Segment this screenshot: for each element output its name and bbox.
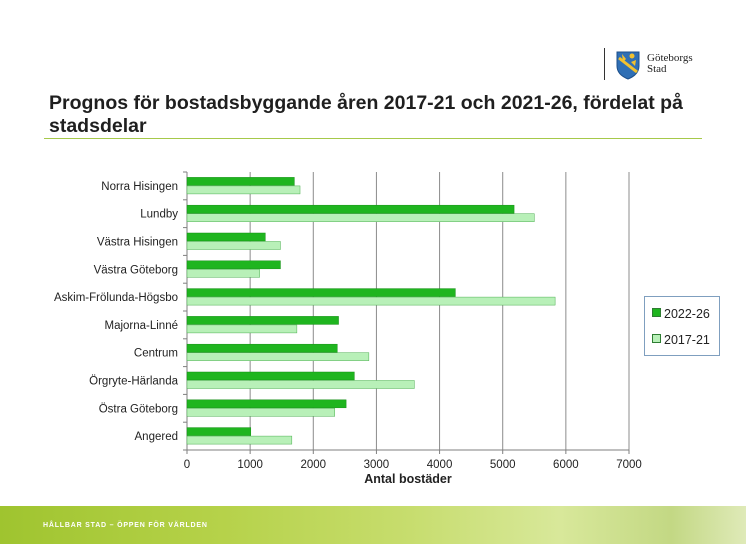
category-label: Angered [135, 431, 178, 443]
x-tick-label: 6000 [553, 459, 579, 471]
legend-swatch-2017-21 [652, 334, 661, 343]
footer-tagline: HÅLLBAR STAD – ÖPPEN FÖR VÄRLDEN [43, 522, 208, 529]
bar-2017-21-Västra Hisingen [186, 241, 281, 250]
bar-2022-26-Askim-Frölunda-Högsbo [186, 288, 456, 297]
brand-name-line2: Stad [647, 63, 667, 75]
bar-2017-21-Norra Hisingen [186, 185, 301, 195]
bar-chart: Norra Hisingen Lundby Västra Hisingen Västr… [54, 171, 642, 486]
legend-label-2022-26: 2022-26 [664, 307, 710, 321]
legend-label-2017-21: 2017-21 [664, 333, 710, 347]
bar-2022-26-Angered [186, 427, 252, 436]
category-label: Lundby [140, 209, 178, 221]
category-label: Askim-Frölunda-Högsbo [54, 292, 178, 304]
bar-2022-26-Östra Göteborg [186, 399, 347, 409]
page-title: Prognos för bostadsbyggande åren 2017-21… [49, 92, 683, 137]
category-label: Östra Göteborg [99, 403, 178, 415]
x-tick-label: 3000 [364, 459, 390, 471]
brand-name-line1: Göteborgs [647, 52, 693, 64]
bar-2017-21-Centrum [186, 352, 370, 361]
chart-legend: 2022-26 2017-21 [644, 296, 720, 356]
legend-swatch-2022-26 [652, 308, 661, 317]
x-tick-label: 1000 [237, 459, 263, 471]
legend-item-2017-21: 2017-21 [652, 333, 710, 347]
bar-2017-21-Östra Göteborg [186, 408, 336, 417]
bar-2017-21-Örgryte-Härlanda [186, 380, 415, 389]
bar-2017-21-Lundby [186, 213, 535, 222]
bar-2017-21-Västra Göteborg [186, 269, 260, 278]
crest-logo-icon [616, 51, 640, 80]
x-tick-label: 4000 [427, 459, 453, 471]
bar-2017-21-Majorna-Linné [186, 324, 298, 334]
bar-2022-26-Västra Göteborg [186, 260, 281, 270]
category-label: Västra Hisingen [97, 237, 178, 249]
bar-2022-26-Lundby [186, 204, 515, 214]
bar-2017-21-Angered [186, 435, 293, 445]
bar-2022-26-Norra Hisingen [186, 177, 295, 186]
bar-2022-26-Örgryte-Härlanda [186, 371, 355, 381]
category-label: Norra Hisingen [101, 181, 178, 193]
brand-name: Göteborgs Stad [647, 53, 693, 75]
footer-band [0, 506, 746, 544]
category-label: Västra Göteborg [94, 264, 178, 276]
category-label: Centrum [134, 348, 178, 360]
logo-divider [604, 48, 605, 80]
x-tick-label: 5000 [490, 459, 516, 471]
bar-2017-21-Askim-Frölunda-Högsbo [186, 296, 556, 306]
category-label: Majorna-Linné [104, 320, 178, 332]
bar-2022-26-Centrum [186, 343, 338, 353]
category-label: Örgryte-Härlanda [89, 376, 178, 388]
x-tick-label: 0 [184, 459, 190, 471]
bar-2022-26-Majorna-Linné [186, 316, 339, 325]
x-axis-label: Antal bostäder [364, 472, 452, 486]
x-tick-label: 2000 [300, 459, 326, 471]
x-tick-label: 7000 [616, 459, 642, 471]
legend-item-2022-26: 2022-26 [652, 307, 710, 321]
title-rule [44, 138, 702, 139]
bar-2022-26-Västra Hisingen [186, 232, 266, 242]
